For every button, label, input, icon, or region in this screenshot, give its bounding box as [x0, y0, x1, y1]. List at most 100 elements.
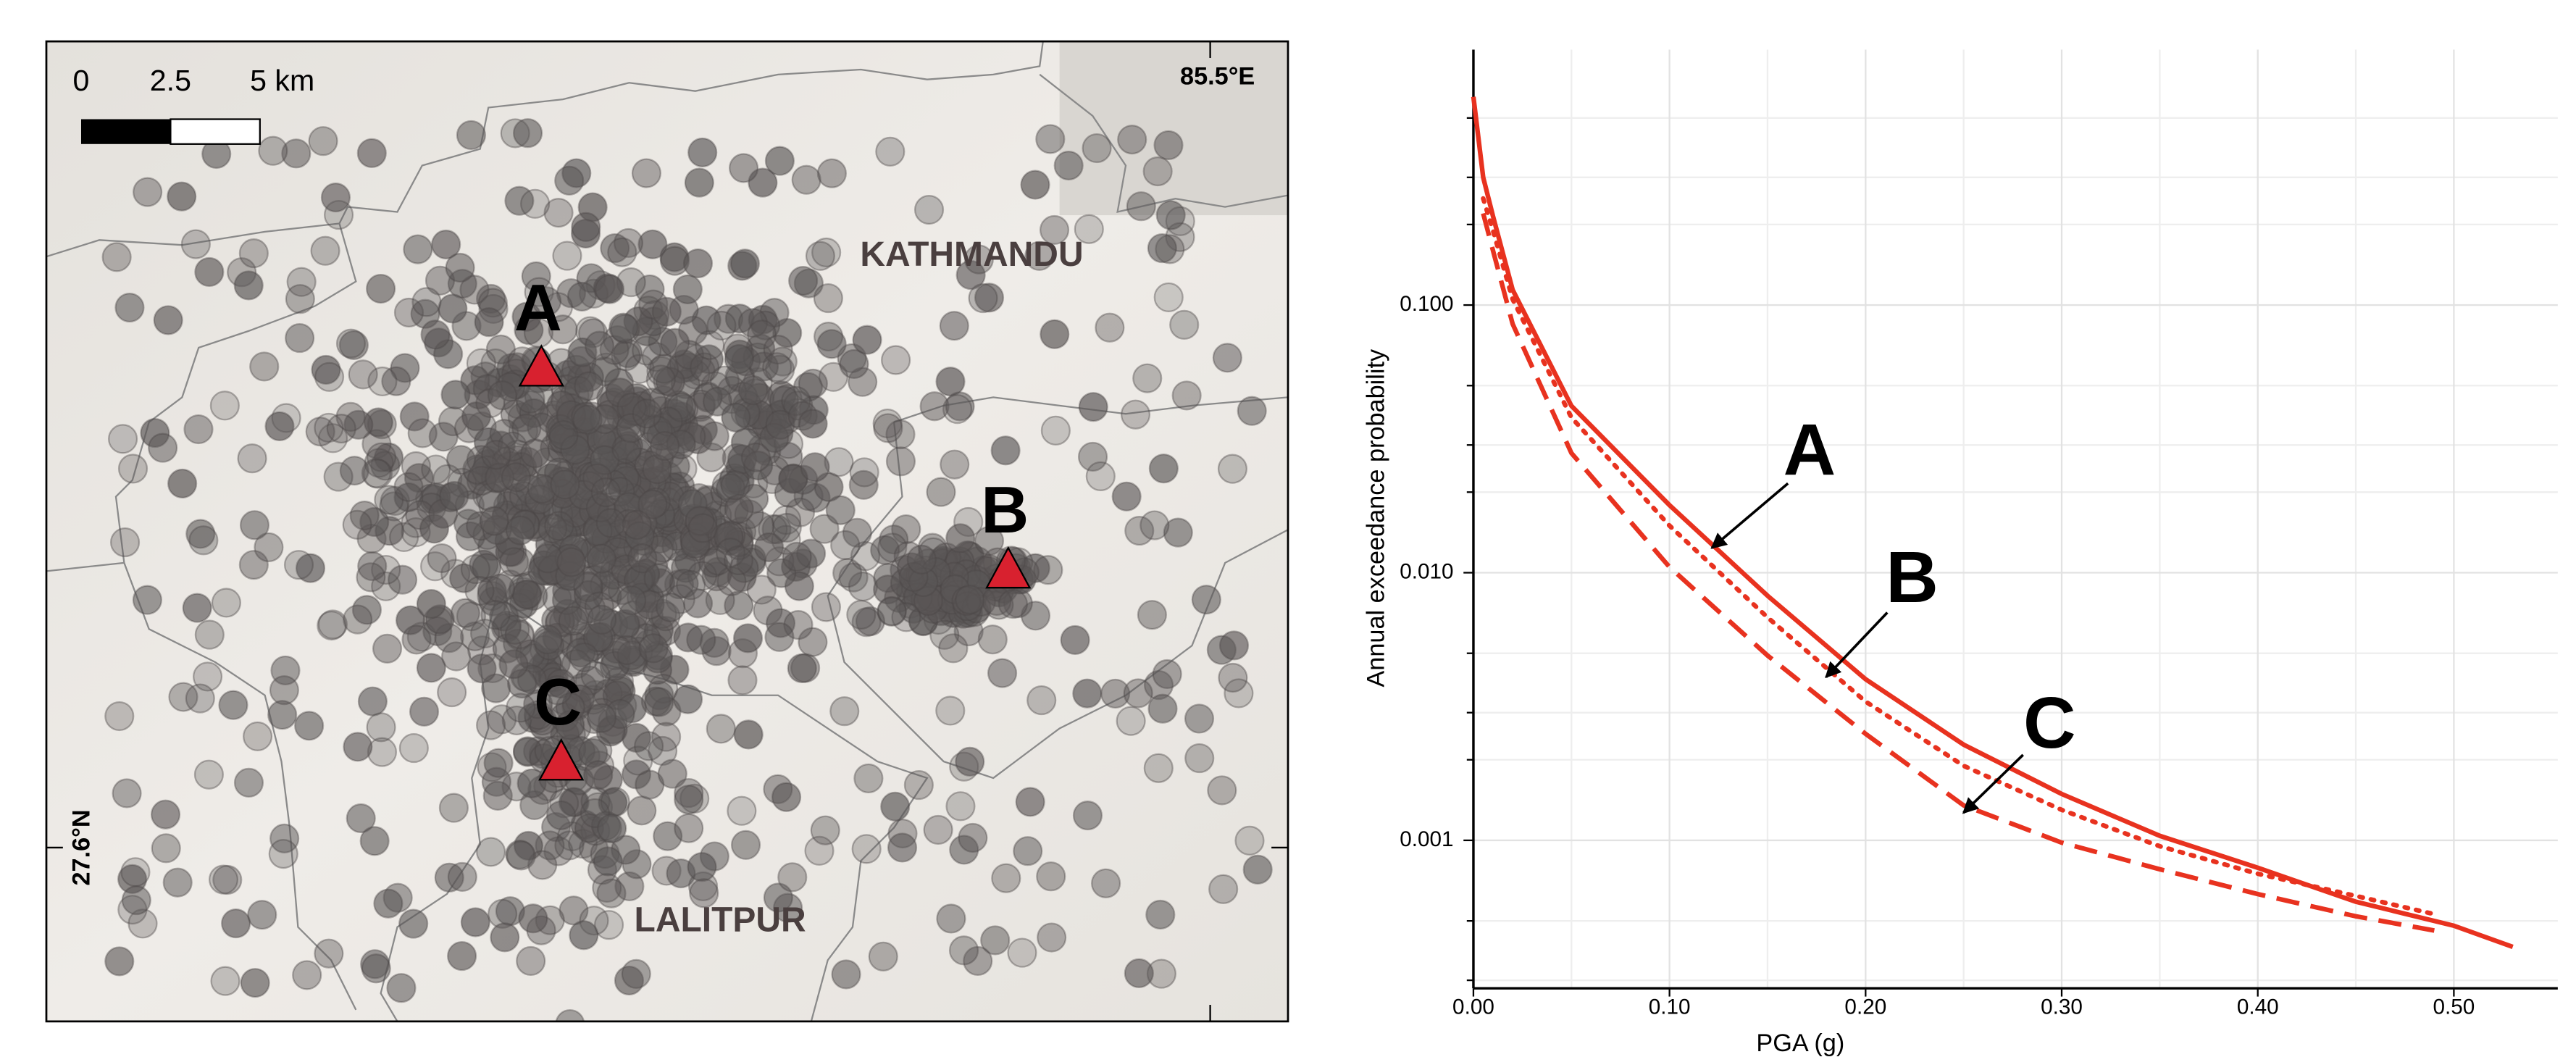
point — [594, 274, 625, 304]
point — [445, 252, 475, 283]
point — [851, 607, 882, 638]
point — [366, 712, 396, 743]
point — [849, 457, 879, 488]
map — [46, 41, 1288, 1022]
point — [948, 935, 979, 966]
point — [249, 351, 280, 382]
point — [631, 158, 661, 188]
point — [339, 456, 369, 486]
point — [543, 198, 574, 228]
point — [212, 864, 243, 895]
point — [958, 822, 988, 853]
point — [851, 834, 882, 864]
point — [209, 390, 240, 421]
point — [1085, 461, 1116, 491]
point — [885, 419, 916, 450]
point — [832, 558, 863, 588]
point — [104, 946, 135, 977]
point — [977, 624, 1008, 655]
point — [356, 562, 386, 593]
point — [839, 348, 869, 380]
point — [285, 323, 315, 354]
point — [1077, 441, 1108, 472]
x-tick-label: 0.40 — [2237, 995, 2279, 1019]
point — [609, 312, 639, 343]
point — [586, 703, 617, 733]
point — [550, 469, 580, 500]
point — [555, 692, 585, 722]
scale-label: 0 — [73, 64, 90, 97]
point — [439, 481, 469, 511]
point — [873, 413, 903, 443]
point — [264, 411, 295, 441]
point — [1033, 555, 1063, 585]
point — [686, 624, 716, 655]
point — [727, 795, 757, 826]
curve — [1481, 212, 2435, 933]
point — [117, 454, 149, 484]
point — [1120, 399, 1151, 430]
point — [1153, 130, 1184, 160]
point — [624, 354, 655, 384]
point — [699, 421, 729, 451]
point — [963, 945, 993, 977]
point — [1184, 703, 1215, 734]
point — [393, 472, 424, 502]
point — [1212, 343, 1242, 373]
point — [548, 314, 578, 345]
point — [653, 406, 683, 437]
point — [401, 451, 431, 482]
point — [1242, 854, 1273, 885]
point — [1037, 922, 1067, 953]
point — [269, 675, 299, 706]
point — [637, 489, 668, 519]
point — [399, 401, 430, 432]
point — [600, 233, 630, 264]
point — [813, 283, 843, 314]
point — [1053, 150, 1084, 181]
point — [887, 832, 918, 863]
point — [798, 627, 828, 657]
lon-label: 85.5°E — [1180, 62, 1255, 90]
point — [974, 525, 1005, 556]
point — [120, 857, 151, 887]
point — [877, 596, 907, 626]
point — [461, 401, 492, 432]
point — [323, 461, 354, 492]
point — [968, 283, 998, 314]
point — [616, 585, 647, 616]
point — [582, 463, 613, 493]
point — [270, 655, 301, 686]
point — [872, 408, 903, 439]
point — [738, 375, 769, 406]
point — [587, 604, 617, 635]
point — [548, 419, 579, 451]
point — [660, 327, 690, 358]
point — [476, 710, 506, 740]
point — [935, 367, 966, 397]
point — [672, 274, 703, 304]
point — [237, 443, 267, 474]
point — [763, 882, 793, 913]
point — [666, 392, 697, 422]
point — [852, 325, 882, 355]
annotation: A — [1783, 409, 1836, 490]
point — [482, 780, 513, 811]
point — [490, 922, 520, 953]
point — [627, 795, 657, 826]
point — [724, 590, 754, 621]
point — [335, 328, 367, 359]
point — [590, 477, 622, 508]
point — [762, 352, 793, 383]
point — [294, 711, 325, 741]
point — [1124, 516, 1155, 546]
point — [689, 878, 719, 908]
point — [370, 451, 401, 481]
point — [613, 227, 644, 259]
point — [267, 700, 298, 730]
point — [687, 852, 717, 882]
annotation-arrow — [1825, 611, 1889, 679]
point — [450, 598, 480, 628]
point — [848, 469, 879, 500]
point — [955, 259, 986, 291]
